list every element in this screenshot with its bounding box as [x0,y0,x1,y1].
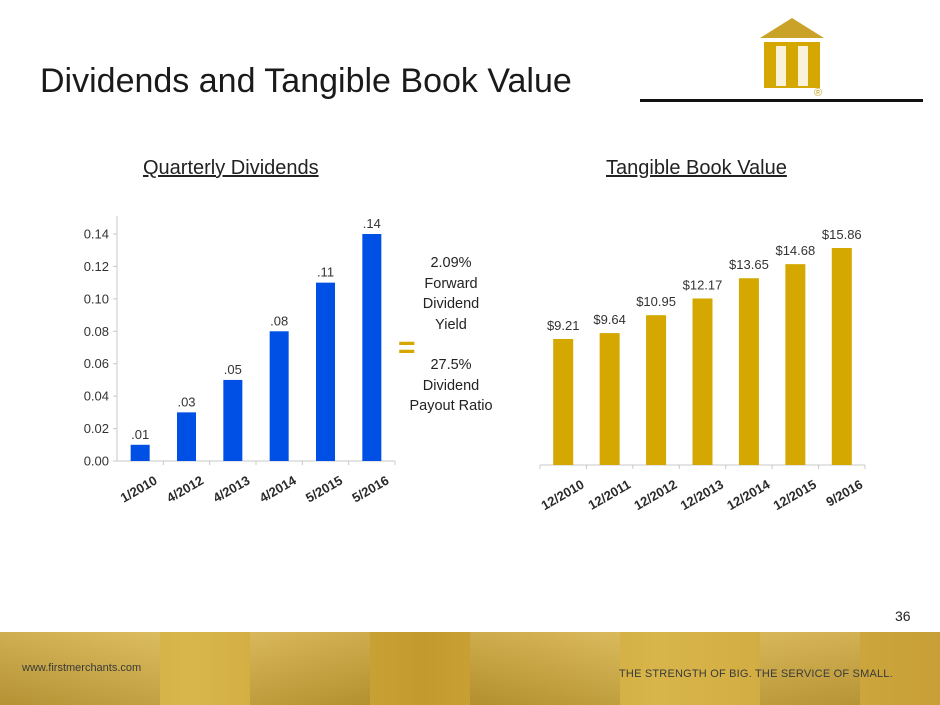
y-tick-label: 0.06 [84,356,109,371]
dividend-data-label: .11 [317,265,334,280]
book-value-bar [831,248,852,465]
book-value-bar [599,333,620,465]
footer-panel [250,632,370,705]
footer-panel [0,632,160,705]
y-tick-label: 0.04 [84,389,109,404]
book-value-bar [692,298,713,465]
payout-label-ratio: Payout Ratio [409,398,493,414]
registered-mark: ® [814,87,822,96]
dividend-bar [362,234,382,461]
payout-label-dividend: Dividend [422,377,480,394]
yield-label-forward: Forward [424,275,478,292]
dividend-data-label: .03 [177,394,195,409]
footer-band [0,632,940,705]
x-category-label: 9/2016 [823,477,865,510]
footer-url-link[interactable]: www.firstmerchants.com [22,662,142,674]
book-value-bar [738,278,759,465]
x-category-label: 12/2015 [771,477,819,513]
y-tick-label: 0.14 [84,227,109,242]
equals-sign: = [398,331,416,364]
dividend-bar [177,412,196,461]
yield-label-yield: Yield [435,316,467,333]
tangible-book-value-title: Tangible Book Value [606,157,787,179]
book-value-bar [646,315,667,465]
payout-value: 27.5% [430,357,472,373]
dividend-data-label: .14 [363,216,381,231]
x-category-label: 12/2010 [539,477,587,513]
slide-title: Dividends and Tangible Book Value [40,62,572,100]
y-tick-label: 0.02 [84,421,109,436]
footer-tagline: THE STRENGTH OF BIG. THE SERVICE OF SMAL… [619,668,893,680]
y-tick-label: 0.10 [84,291,109,306]
dividend-bar [130,444,150,461]
book-value-data-label: $9.21 [547,318,580,333]
x-category-label: 12/2011 [586,477,634,513]
book-value-bar [553,338,574,465]
footer-panel [470,632,620,705]
yield-box: 2.09% Forward Dividend Yield 27.5% Divid… [396,253,506,417]
yield-label-dividend: Dividend [422,296,480,312]
first-merchants-arch-logo-icon: ® [760,18,824,96]
book-value-bar [785,264,806,465]
dividend-data-label: .01 [131,427,149,442]
y-tick-label: 0.00 [84,454,109,469]
book-value-data-label: $12.17 [683,277,723,292]
x-category-label: 12/2014 [724,476,773,513]
book-value-data-label: $10.95 [636,294,676,309]
footer-panel [760,632,860,705]
dividend-data-label: .08 [270,313,288,328]
dividend-bar [223,379,243,461]
x-category-label: 12/2012 [631,477,679,513]
quarterly-dividends-title: Quarterly Dividends [143,157,319,179]
dividend-bar [316,282,335,461]
dividend-data-label: .05 [224,362,242,377]
dividend-bar [269,331,289,461]
book-value-data-label: $9.64 [593,312,626,327]
y-tick-label: 0.12 [84,259,109,274]
x-category-label: 12/2013 [678,477,726,513]
book-value-data-label: $13.65 [729,257,769,272]
y-tick-label: 0.08 [84,324,109,339]
book-value-data-label: $15.86 [822,227,862,242]
title-underline-rule [640,99,923,102]
book-value-data-label: $14.68 [775,243,815,258]
yield-value: 2.09% [430,255,472,271]
page-number: 36 [895,608,911,624]
